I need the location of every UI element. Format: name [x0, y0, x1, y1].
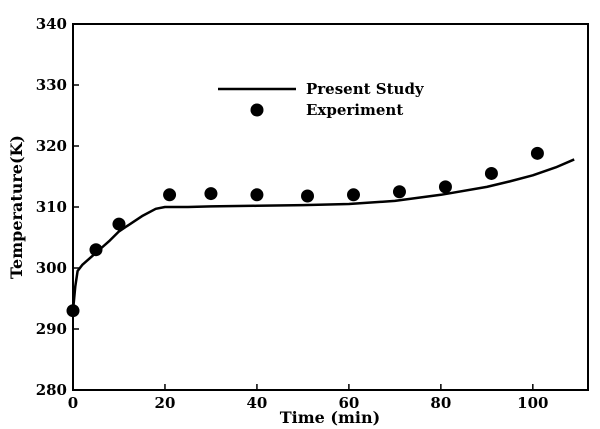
x-tick-label: 100	[517, 394, 548, 412]
experiment-point	[484, 166, 498, 180]
y-axis-title: Temperature(K)	[7, 135, 26, 279]
experiment-point	[112, 217, 126, 231]
y-tick-label: 320	[36, 137, 67, 155]
legend-label-present-study: Present Study	[306, 80, 425, 98]
y-tick-label: 330	[36, 76, 67, 94]
experiment-point	[301, 189, 315, 203]
experiment-point	[89, 243, 103, 257]
x-tick-label: 20	[155, 394, 176, 412]
experiment-point	[204, 187, 218, 201]
y-tick-label: 340	[36, 15, 67, 33]
experiment-point	[163, 188, 177, 202]
plot-marks	[66, 146, 575, 318]
x-tick-label: 40	[246, 394, 267, 412]
series-line-present-study	[71, 158, 575, 311]
legend-label-experiment: Experiment	[306, 101, 403, 119]
y-axis-ticks: 280 290 300 310 320 330 340	[36, 15, 79, 399]
plot-frame	[72, 23, 589, 391]
legend: Present Study Experiment	[218, 80, 425, 119]
x-axis-title: Time (min)	[280, 408, 380, 427]
legend-marker-experiment	[250, 103, 264, 117]
experiment-point	[250, 188, 264, 202]
y-tick-label: 300	[36, 259, 67, 277]
experiment-point	[438, 180, 452, 194]
x-tick-label: 60	[338, 394, 359, 412]
experiment-point	[346, 188, 360, 202]
experiment-point	[392, 185, 406, 199]
x-tick-label: 0	[68, 394, 78, 412]
x-tick-label: 80	[430, 394, 451, 412]
y-tick-label: 280	[36, 381, 67, 399]
y-tick-label: 290	[36, 320, 67, 338]
y-tick-label: 310	[36, 198, 67, 216]
experiment-point	[530, 146, 544, 160]
x-axis-ticks: 0 20 40 60 80 100	[68, 384, 548, 412]
